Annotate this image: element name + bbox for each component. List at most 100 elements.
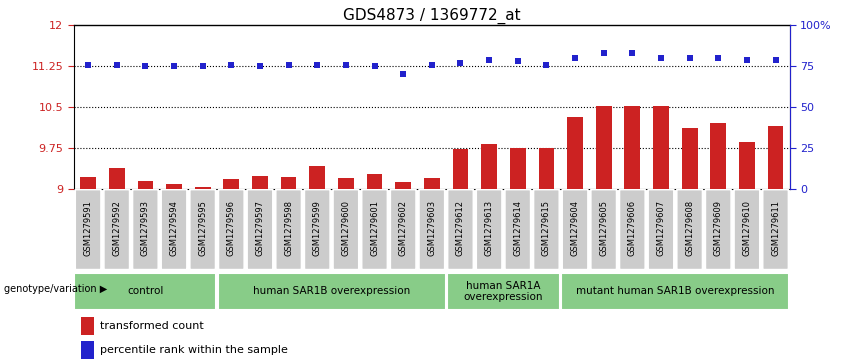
Bar (424, 178, 440, 189)
Text: control: control (128, 286, 163, 296)
FancyBboxPatch shape (247, 189, 273, 270)
FancyBboxPatch shape (447, 273, 560, 310)
Point (82, 62, 95, 68)
FancyBboxPatch shape (391, 189, 416, 270)
Bar (338, 179, 354, 189)
Point (740, 57, 753, 62)
Point (769, 57, 783, 62)
FancyBboxPatch shape (219, 189, 244, 270)
Bar (595, 106, 612, 189)
Bar (567, 117, 583, 189)
Bar (710, 123, 727, 189)
Bar (252, 176, 268, 189)
Text: GSM1279615: GSM1279615 (542, 200, 551, 256)
Text: GSM1279613: GSM1279613 (484, 200, 494, 256)
Point (368, 63, 382, 69)
Text: GSM1279591: GSM1279591 (83, 200, 93, 256)
Point (224, 62, 238, 68)
Text: GSM1279608: GSM1279608 (685, 200, 694, 256)
FancyBboxPatch shape (534, 189, 559, 270)
FancyBboxPatch shape (276, 189, 301, 270)
Text: percentile rank within the sample: percentile rank within the sample (100, 345, 287, 355)
Bar (80, 177, 96, 189)
Text: GSM1279600: GSM1279600 (341, 200, 351, 256)
Text: GSM1279602: GSM1279602 (398, 200, 408, 256)
FancyBboxPatch shape (620, 189, 645, 270)
Point (167, 63, 181, 69)
Bar (452, 149, 469, 189)
Point (339, 62, 352, 68)
Text: GSM1279597: GSM1279597 (255, 200, 265, 256)
FancyBboxPatch shape (333, 189, 358, 270)
FancyBboxPatch shape (133, 189, 158, 270)
Text: GSM1279596: GSM1279596 (227, 200, 236, 256)
Point (396, 72, 411, 77)
Point (425, 62, 439, 68)
FancyBboxPatch shape (419, 189, 444, 270)
Bar (81, 317, 94, 335)
Bar (653, 106, 669, 189)
Bar (366, 174, 383, 189)
Bar (510, 148, 526, 189)
Title: GDS4873 / 1369772_at: GDS4873 / 1369772_at (343, 8, 521, 24)
Bar (108, 168, 125, 189)
Bar (81, 341, 94, 359)
Point (510, 58, 524, 64)
Text: GSM1279605: GSM1279605 (599, 200, 608, 256)
FancyBboxPatch shape (677, 189, 702, 270)
FancyBboxPatch shape (562, 189, 588, 270)
FancyBboxPatch shape (76, 189, 101, 270)
Point (682, 55, 696, 61)
FancyBboxPatch shape (190, 189, 215, 270)
Bar (739, 142, 755, 189)
Bar (166, 184, 182, 189)
Point (253, 63, 267, 69)
FancyBboxPatch shape (477, 189, 502, 270)
Point (483, 57, 496, 62)
Point (625, 50, 639, 56)
Point (540, 62, 554, 68)
Bar (223, 179, 240, 189)
Bar (538, 148, 555, 189)
FancyBboxPatch shape (75, 273, 216, 310)
Point (597, 50, 611, 56)
Bar (767, 126, 784, 189)
FancyBboxPatch shape (591, 189, 616, 270)
Point (109, 62, 124, 68)
Point (454, 60, 468, 66)
FancyBboxPatch shape (104, 189, 129, 270)
Bar (624, 106, 641, 189)
Text: GSM1279599: GSM1279599 (312, 200, 322, 256)
FancyBboxPatch shape (161, 189, 187, 270)
FancyBboxPatch shape (448, 189, 473, 270)
Text: GSM1279614: GSM1279614 (513, 200, 523, 256)
Bar (481, 144, 497, 189)
Text: GSM1279609: GSM1279609 (713, 200, 723, 256)
Text: GSM1279610: GSM1279610 (742, 200, 752, 256)
Text: GSM1279612: GSM1279612 (456, 200, 465, 256)
Text: GSM1279595: GSM1279595 (198, 200, 207, 256)
Point (569, 55, 582, 61)
Text: genotype/variation ▶: genotype/variation ▶ (3, 284, 107, 294)
FancyBboxPatch shape (648, 189, 674, 270)
Text: GSM1279603: GSM1279603 (427, 200, 437, 256)
Text: GSM1279601: GSM1279601 (370, 200, 379, 256)
Point (139, 63, 153, 69)
Text: GSM1279607: GSM1279607 (656, 200, 666, 256)
Bar (137, 180, 154, 189)
FancyBboxPatch shape (218, 273, 445, 310)
Bar (681, 128, 698, 189)
Text: transformed count: transformed count (100, 321, 203, 331)
Bar (280, 177, 297, 189)
Point (195, 63, 210, 69)
Point (281, 62, 295, 68)
FancyBboxPatch shape (362, 189, 387, 270)
Text: GSM1279598: GSM1279598 (284, 200, 293, 256)
Text: GSM1279611: GSM1279611 (771, 200, 780, 256)
Text: human SAR1A
overexpression: human SAR1A overexpression (464, 281, 543, 302)
Text: mutant human SAR1B overexpression: mutant human SAR1B overexpression (576, 286, 774, 296)
Text: GSM1279594: GSM1279594 (169, 200, 179, 256)
Point (311, 62, 325, 68)
Text: GSM1279606: GSM1279606 (628, 200, 637, 256)
Text: GSM1279604: GSM1279604 (570, 200, 580, 256)
